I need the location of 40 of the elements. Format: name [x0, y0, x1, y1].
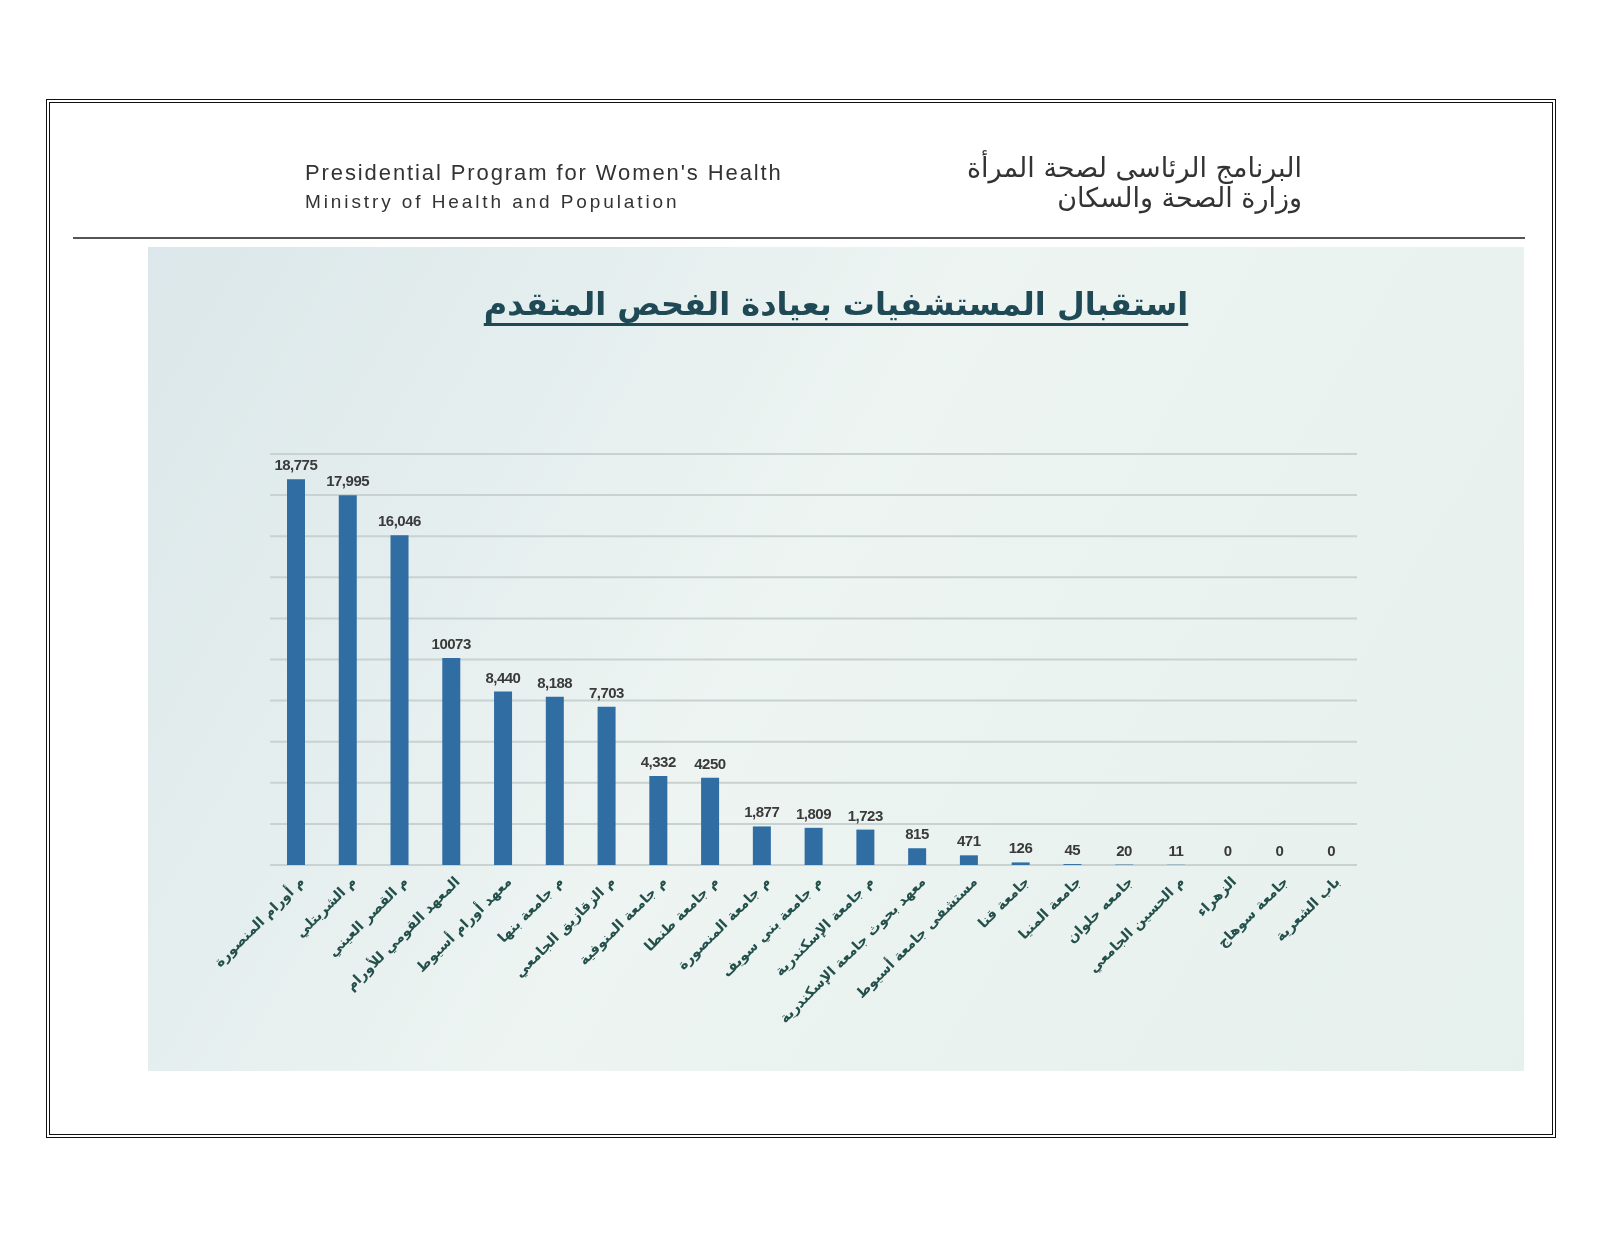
bar [390, 535, 409, 865]
data-label: 7,703 [588, 683, 625, 701]
data-label: 4,332 [640, 752, 676, 770]
data-label: 126 [1008, 839, 1033, 857]
bar [908, 848, 927, 865]
bar [338, 495, 357, 865]
data-label: 8,188 [537, 673, 573, 691]
data-label: 4250 [694, 754, 726, 772]
data-label: 0 [1327, 842, 1336, 859]
data-label: 1,809 [795, 804, 832, 822]
bar [494, 691, 513, 865]
data-label: 1,877 [744, 803, 780, 821]
text: Presidential Program for Women's Health [305, 159, 783, 187]
data-label: 8,440 [485, 668, 521, 686]
data-label: 16,046 [377, 512, 421, 530]
bar [959, 855, 978, 865]
bar [752, 826, 771, 865]
chart-title: استقبال المستشفيات بعيادة الفحص المتقدم [482, 285, 1190, 323]
text: البرنامج الرئاسى لصحة المرأة [966, 152, 1302, 183]
bar [597, 706, 616, 865]
bar [701, 777, 720, 865]
data-label: 18,775 [274, 456, 318, 474]
data-label: 20 [1116, 841, 1133, 859]
data-label: 45 [1064, 841, 1081, 859]
data-label: 1,723 [847, 806, 883, 824]
data-label: 17,995 [326, 472, 370, 490]
data-label: 815 [905, 825, 929, 843]
bar [1011, 862, 1030, 865]
data-label: 0 [1275, 842, 1284, 859]
bar [545, 696, 564, 865]
bar [287, 479, 305, 865]
data-label: 11 [1168, 841, 1184, 859]
bar [442, 658, 461, 865]
bar [649, 775, 668, 865]
data-label: 10073 [431, 635, 471, 652]
bar [804, 827, 823, 865]
data-label: 0 [1223, 842, 1232, 859]
text: Ministry of Health and Population [305, 190, 680, 214]
data-label: 471 [957, 832, 981, 850]
bar [856, 829, 875, 865]
